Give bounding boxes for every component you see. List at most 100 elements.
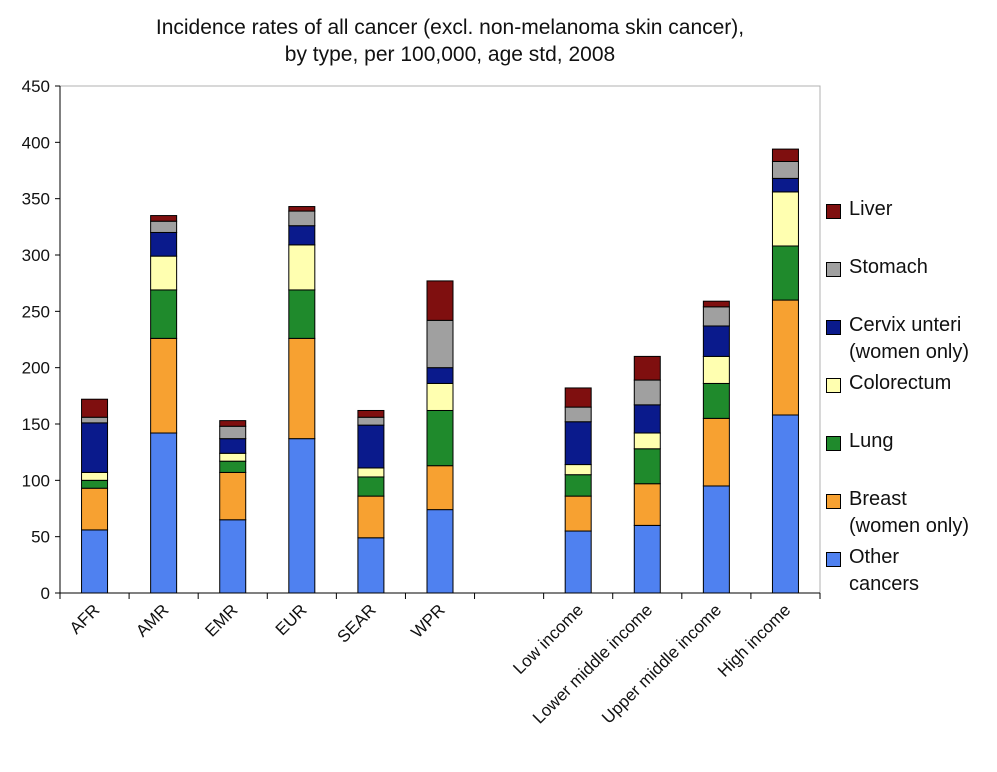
legend-label: Other cancers	[849, 546, 920, 595]
bar-segment	[150, 432, 178, 594]
bar-segment	[357, 424, 385, 469]
bar-segment	[219, 471, 247, 521]
bar-segment	[288, 206, 316, 212]
y-tick-label: 200	[22, 359, 50, 378]
x-tick-label: EMR	[201, 600, 241, 640]
bar-segment	[702, 325, 730, 357]
bar-segment	[81, 529, 109, 594]
bar-segment	[219, 425, 247, 440]
x-tick-label: WPR	[407, 600, 448, 641]
chart-title-block: Incidence rates of all cancer (excl. non…	[20, 14, 880, 68]
bar-segment	[564, 530, 592, 594]
bar-segment	[150, 289, 178, 339]
legend-item: Colorectum	[826, 370, 951, 397]
bar-segment	[426, 409, 454, 467]
legend-swatch	[826, 204, 841, 219]
bar-segment	[426, 367, 454, 384]
y-tick-label: 50	[31, 528, 50, 547]
bar-segment	[357, 409, 385, 418]
bar-segment	[633, 404, 661, 434]
legend-item: Lung	[826, 428, 894, 455]
bar-segment	[426, 319, 454, 369]
bar-segment	[150, 255, 178, 291]
bar-segment	[81, 422, 109, 473]
y-tick-label: 100	[22, 471, 50, 490]
bar-segment	[219, 452, 247, 462]
bar-segment	[81, 479, 109, 489]
bar-segment	[633, 432, 661, 450]
bar-segment	[150, 337, 178, 434]
bar-segment	[771, 191, 799, 247]
legend-label: Cervix unteri (women only)	[849, 314, 970, 363]
bar-segment	[426, 382, 454, 411]
legend-item: Liver	[826, 196, 892, 223]
bar-segment	[564, 474, 592, 497]
legend-swatch	[826, 262, 841, 277]
legend-swatch	[826, 378, 841, 393]
bar-segment	[357, 537, 385, 594]
bar-segment	[426, 280, 454, 321]
legend-label: Liver	[849, 198, 893, 220]
bar-segment	[288, 289, 316, 339]
legend-item: Stomach	[826, 254, 928, 281]
bar-segment	[702, 417, 730, 487]
y-tick-label: 400	[22, 133, 50, 152]
bar-segment	[771, 160, 799, 179]
bar-segment	[771, 148, 799, 162]
bar-segment	[426, 465, 454, 511]
bar-segment	[426, 509, 454, 594]
legend-label: Colorectum	[849, 372, 952, 394]
legend-item: Cervix unteri (women only)	[826, 312, 969, 366]
bar-segment	[150, 231, 178, 257]
x-tick-label: High income	[714, 600, 794, 680]
bar-segment	[219, 460, 247, 473]
bar-segment	[357, 467, 385, 478]
x-tick-label: AMR	[132, 600, 172, 640]
x-tick-label: SEAR	[334, 600, 380, 646]
bar-segment	[771, 177, 799, 193]
y-tick-label: 250	[22, 302, 50, 321]
legend-label: Lung	[849, 430, 894, 452]
bar-segment	[219, 438, 247, 454]
bar-segment	[288, 225, 316, 246]
bar-segment	[357, 476, 385, 497]
bar-segment	[81, 416, 109, 424]
y-tick-label: 350	[22, 190, 50, 209]
chart-title: Incidence rates of all cancer (excl. non…	[155, 16, 745, 39]
bar-segment	[357, 416, 385, 426]
bar-segment	[81, 398, 109, 418]
legend-swatch	[826, 436, 841, 451]
bar-segment	[633, 448, 661, 485]
bar-segment	[633, 355, 661, 381]
bar-segment	[357, 495, 385, 539]
bar-segment	[150, 215, 178, 222]
bar-segment	[288, 337, 316, 440]
chart-subtitle: by type, per 100,000, age std, 2008	[284, 43, 616, 66]
x-tick-label: Lower middle income	[529, 600, 656, 727]
y-tick-label: 0	[41, 584, 50, 603]
y-tick-label: 150	[22, 415, 50, 434]
legend-item: Other cancers	[826, 544, 919, 598]
bar-segment	[702, 306, 730, 327]
bar-segment	[564, 495, 592, 532]
legend-swatch	[826, 320, 841, 335]
legend-swatch	[826, 494, 841, 509]
bar-segment	[288, 244, 316, 291]
legend-item: Breast (women only)	[826, 486, 969, 540]
bar-segment	[219, 420, 247, 427]
bar-segment	[771, 299, 799, 416]
bar-segment	[702, 382, 730, 419]
bar-segment	[288, 438, 316, 594]
legend-swatch	[826, 552, 841, 567]
bar-segment	[771, 414, 799, 594]
bar-segment	[633, 483, 661, 526]
bar-segment	[564, 421, 592, 466]
bar-segment	[633, 524, 661, 594]
bar-segment	[564, 387, 592, 408]
x-tick-label: EUR	[272, 600, 311, 639]
x-tick-label: Upper middle income	[598, 600, 725, 727]
bar-segment	[564, 464, 592, 476]
bar-segment	[702, 355, 730, 384]
